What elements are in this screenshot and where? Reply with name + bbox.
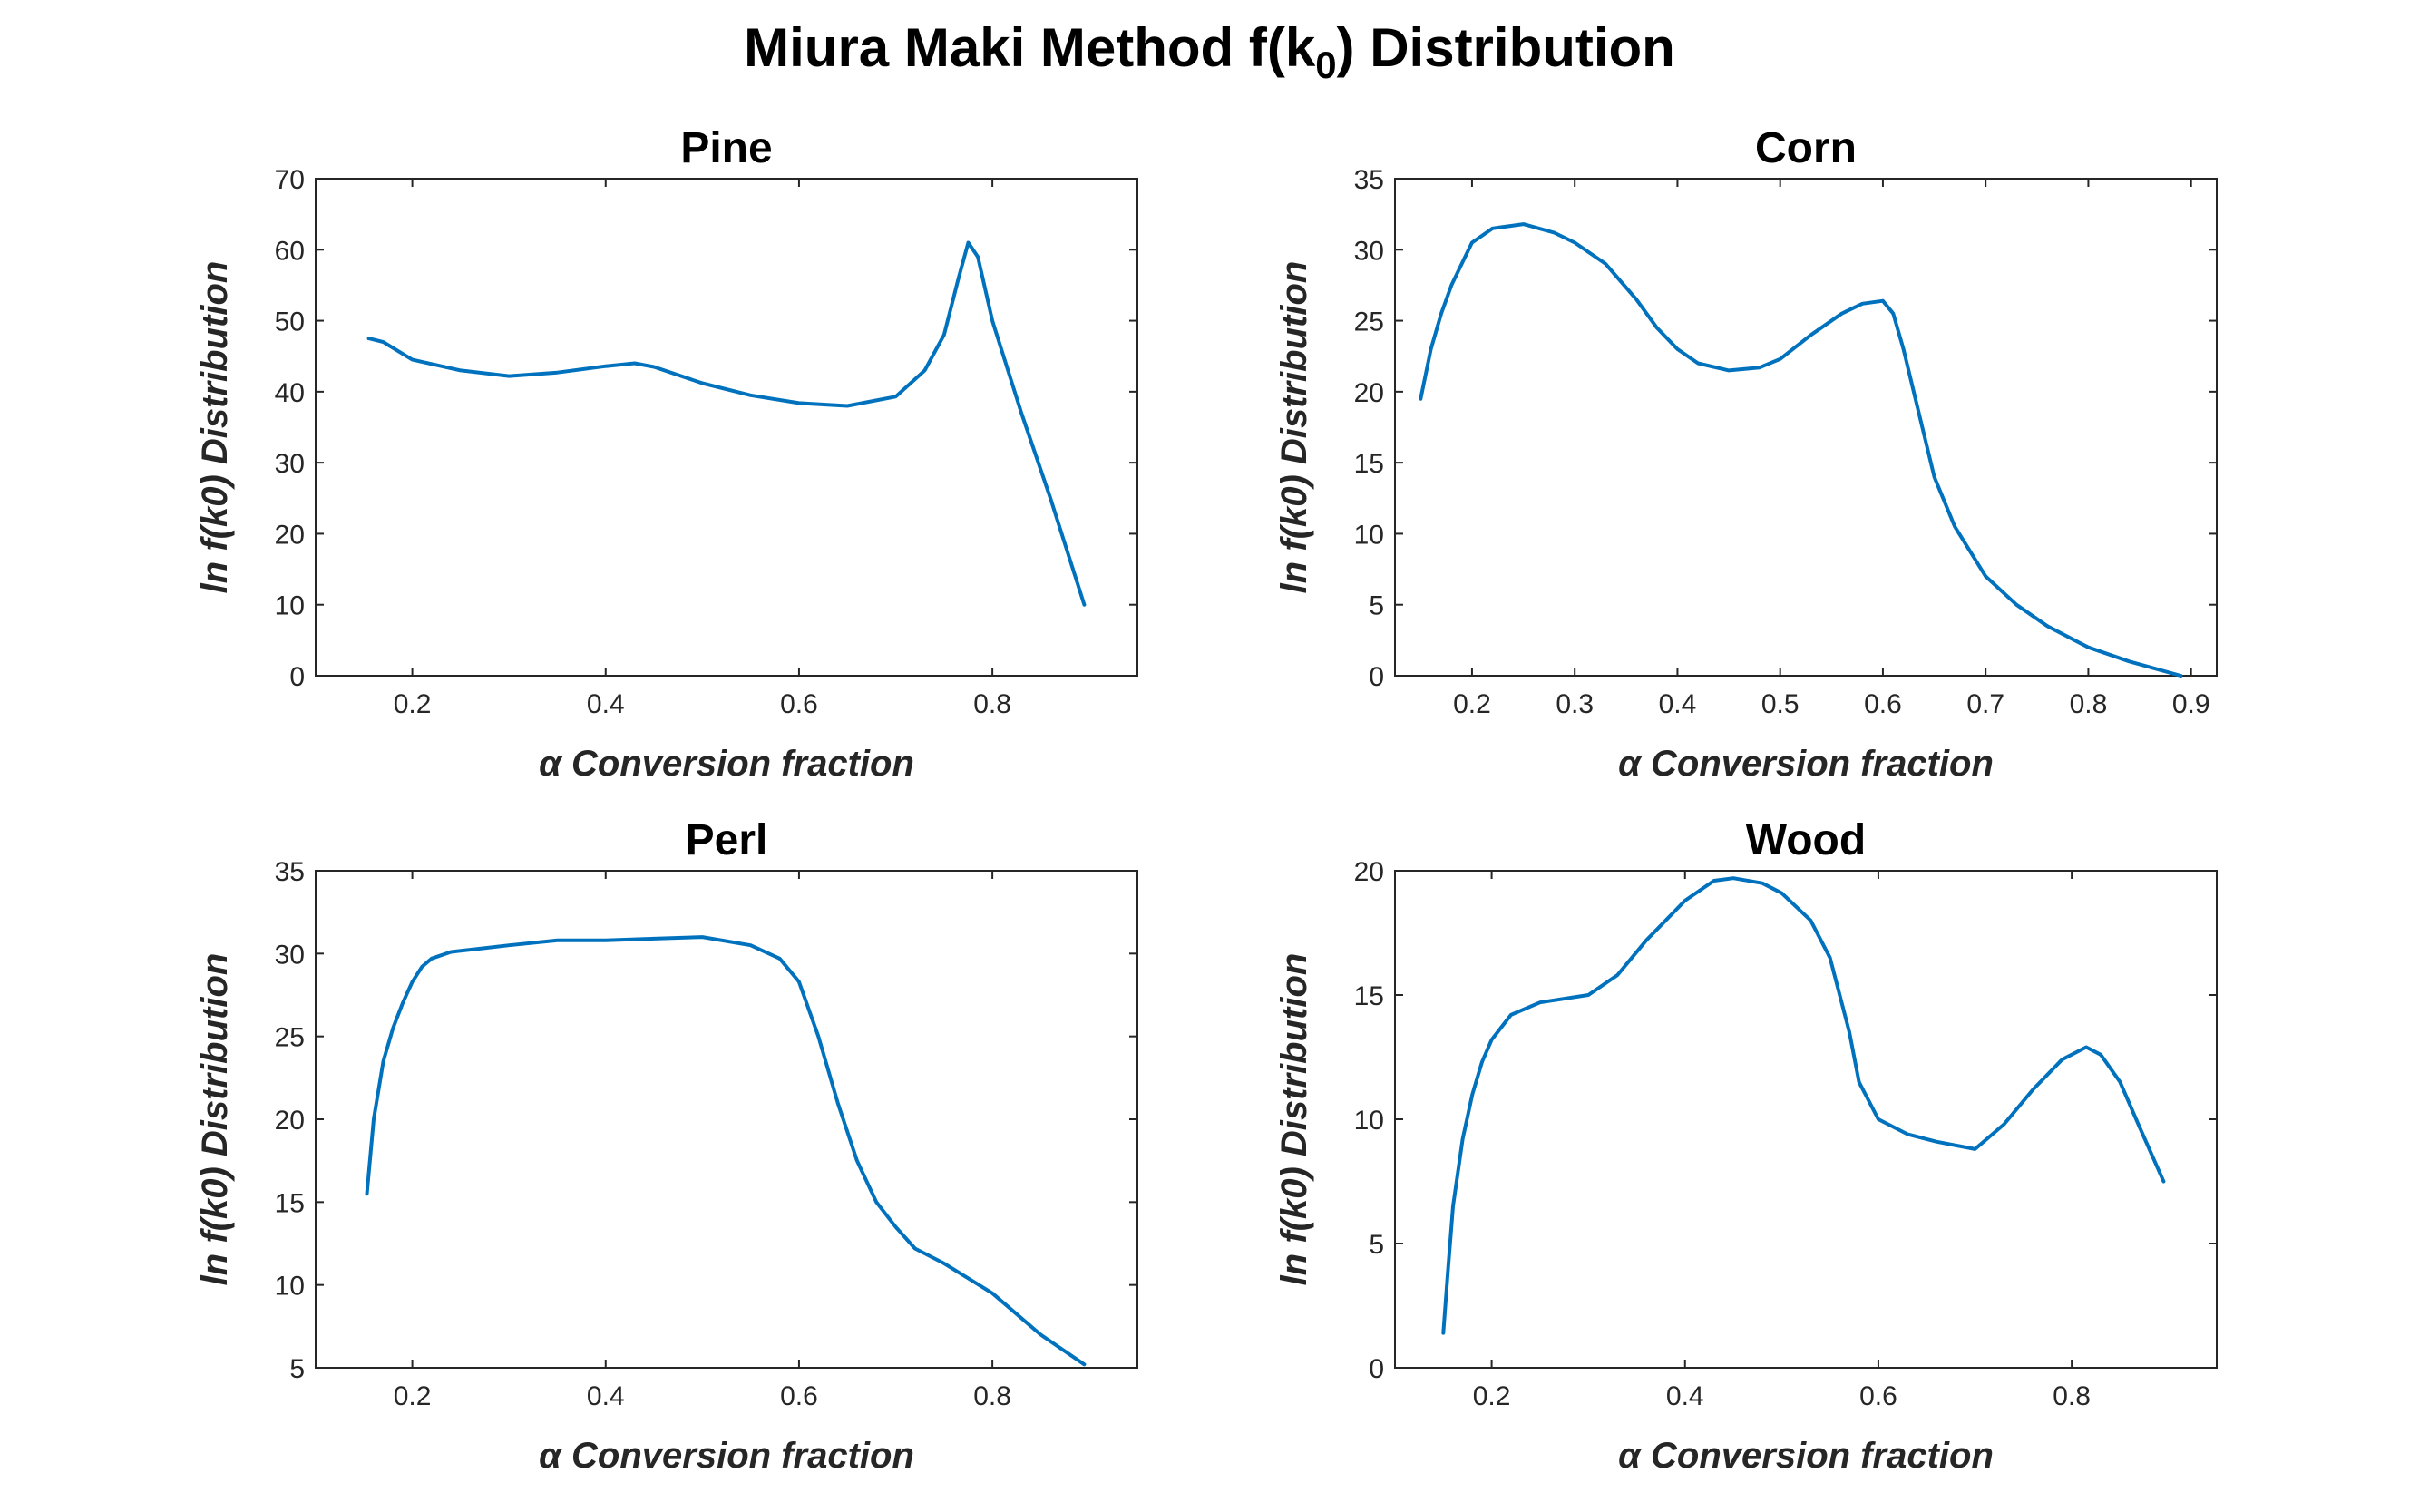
y-tick-label: 15 — [275, 1188, 305, 1218]
x-axis-label: α Conversion fraction — [539, 1436, 914, 1476]
y-tick-label: 0 — [1369, 1354, 1384, 1384]
y-tick-label: 30 — [275, 449, 305, 479]
y-tick-label: 0 — [289, 662, 305, 692]
y-tick-label: 60 — [275, 236, 305, 266]
y-axis-label: ln f(k0) Distribution — [1274, 953, 1314, 1286]
x-tick-label: 0.5 — [1761, 689, 1800, 719]
x-tick-label: 0.2 — [1453, 689, 1491, 719]
axes-box-corn — [1394, 178, 2218, 677]
x-axis-label: α Conversion fraction — [1618, 1436, 1994, 1476]
y-tick-label: 20 — [1354, 857, 1384, 887]
y-tick-label: 5 — [1369, 1230, 1384, 1260]
x-tick-label: 0.4 — [587, 689, 625, 719]
figure-title-tail: ) Distribution — [1336, 17, 1675, 78]
figure-title-text: Miura Maki Method f(k — [744, 17, 1316, 78]
x-tick-label: 0.2 — [1473, 1381, 1511, 1411]
x-axis-label: α Conversion fraction — [1618, 744, 1994, 784]
x-tick-label: 0.8 — [973, 1381, 1011, 1411]
x-tick-label: 0.6 — [780, 1381, 818, 1411]
x-tick-label: 0.8 — [973, 689, 1011, 719]
y-tick-label: 15 — [1354, 981, 1384, 1011]
y-axis-label: ln f(k0) Distribution — [195, 261, 235, 594]
axes-box-perl — [315, 870, 1138, 1369]
y-tick-label: 40 — [275, 378, 305, 408]
panel-corn: 0.2 0.3 0.4 0.5 0.6 0.7 0.8 0.9 0 5 10 15 20 25 30 35 Co… — [1274, 124, 2218, 784]
y-tick-label: 5 — [289, 1354, 305, 1384]
axes-box-wood — [1394, 870, 2218, 1369]
x-tick-label: 0.6 — [1859, 1381, 1897, 1411]
y-tick-label: 25 — [275, 1023, 305, 1053]
series-line-perl — [365, 935, 1087, 1367]
y-tick-label: 30 — [275, 940, 305, 970]
panel-title-pine: Pine — [680, 124, 772, 172]
y-tick-label: 10 — [275, 591, 305, 621]
y-tick-label: 15 — [1354, 449, 1384, 479]
x-tick-label: 0.2 — [394, 1381, 432, 1411]
y-tick-label: 0 — [1369, 662, 1384, 692]
x-tick-label: 0.7 — [1966, 689, 2004, 719]
y-tick-label: 10 — [1354, 520, 1384, 550]
y-axis-label: ln f(k0) Distribution — [195, 953, 235, 1286]
y-tick-label: 10 — [275, 1272, 305, 1302]
x-tick-label: 0.8 — [2053, 1381, 2091, 1411]
x-tick-label: 0.6 — [780, 689, 818, 719]
x-tick-label: 0.4 — [1666, 1381, 1704, 1411]
x-axis-label: α Conversion fraction — [539, 744, 914, 784]
y-tick-label: 35 — [275, 857, 305, 887]
panel-pine: 0.2 0.4 0.6 0.8 0 10 20 30 40 50 60 70 Pine α Convers… — [195, 124, 1138, 784]
panel-wood: 0.2 0.4 0.6 0.8 0 5 10 15 20 Wood α Conversion fra… — [1274, 816, 2218, 1476]
y-tick-label: 35 — [1354, 165, 1384, 195]
y-tick-label: 20 — [275, 520, 305, 550]
series-line-corn — [1419, 222, 2183, 678]
panel-title-wood: Wood — [1746, 816, 1866, 864]
y-tick-label: 20 — [1354, 378, 1384, 408]
y-tick-label: 5 — [1369, 591, 1384, 621]
y-tick-label: 70 — [275, 165, 305, 195]
panel-title-perl: Perl — [686, 816, 768, 864]
panel-perl: 0.2 0.4 0.6 0.8 5 10 15 20 25 30 35 Perl α Conversio… — [195, 816, 1138, 1476]
x-tick-label: 0.6 — [1864, 689, 1902, 719]
y-tick-label: 10 — [1354, 1106, 1384, 1136]
x-tick-label: 0.9 — [2172, 689, 2210, 719]
panel-title-corn: Corn — [1755, 124, 1857, 172]
y-tick-label: 30 — [1354, 236, 1384, 266]
x-tick-label: 0.4 — [1659, 689, 1697, 719]
series-line-pine — [366, 240, 1087, 607]
x-tick-label: 0.2 — [394, 689, 432, 719]
y-tick-label: 25 — [1354, 307, 1384, 337]
x-tick-label: 0.3 — [1556, 689, 1594, 719]
series-line-wood — [1441, 876, 2166, 1335]
figure-title: Miura Maki Method f(k0) Distribution — [0, 16, 2419, 87]
y-tick-label: 50 — [275, 307, 305, 337]
axes-box-pine — [315, 178, 1138, 677]
y-axis-label: ln f(k0) Distribution — [1274, 261, 1314, 594]
x-tick-label: 0.4 — [587, 1381, 625, 1411]
y-tick-label: 20 — [275, 1106, 305, 1136]
x-tick-label: 0.8 — [2070, 689, 2108, 719]
figure-title-subscript: 0 — [1315, 44, 1337, 86]
